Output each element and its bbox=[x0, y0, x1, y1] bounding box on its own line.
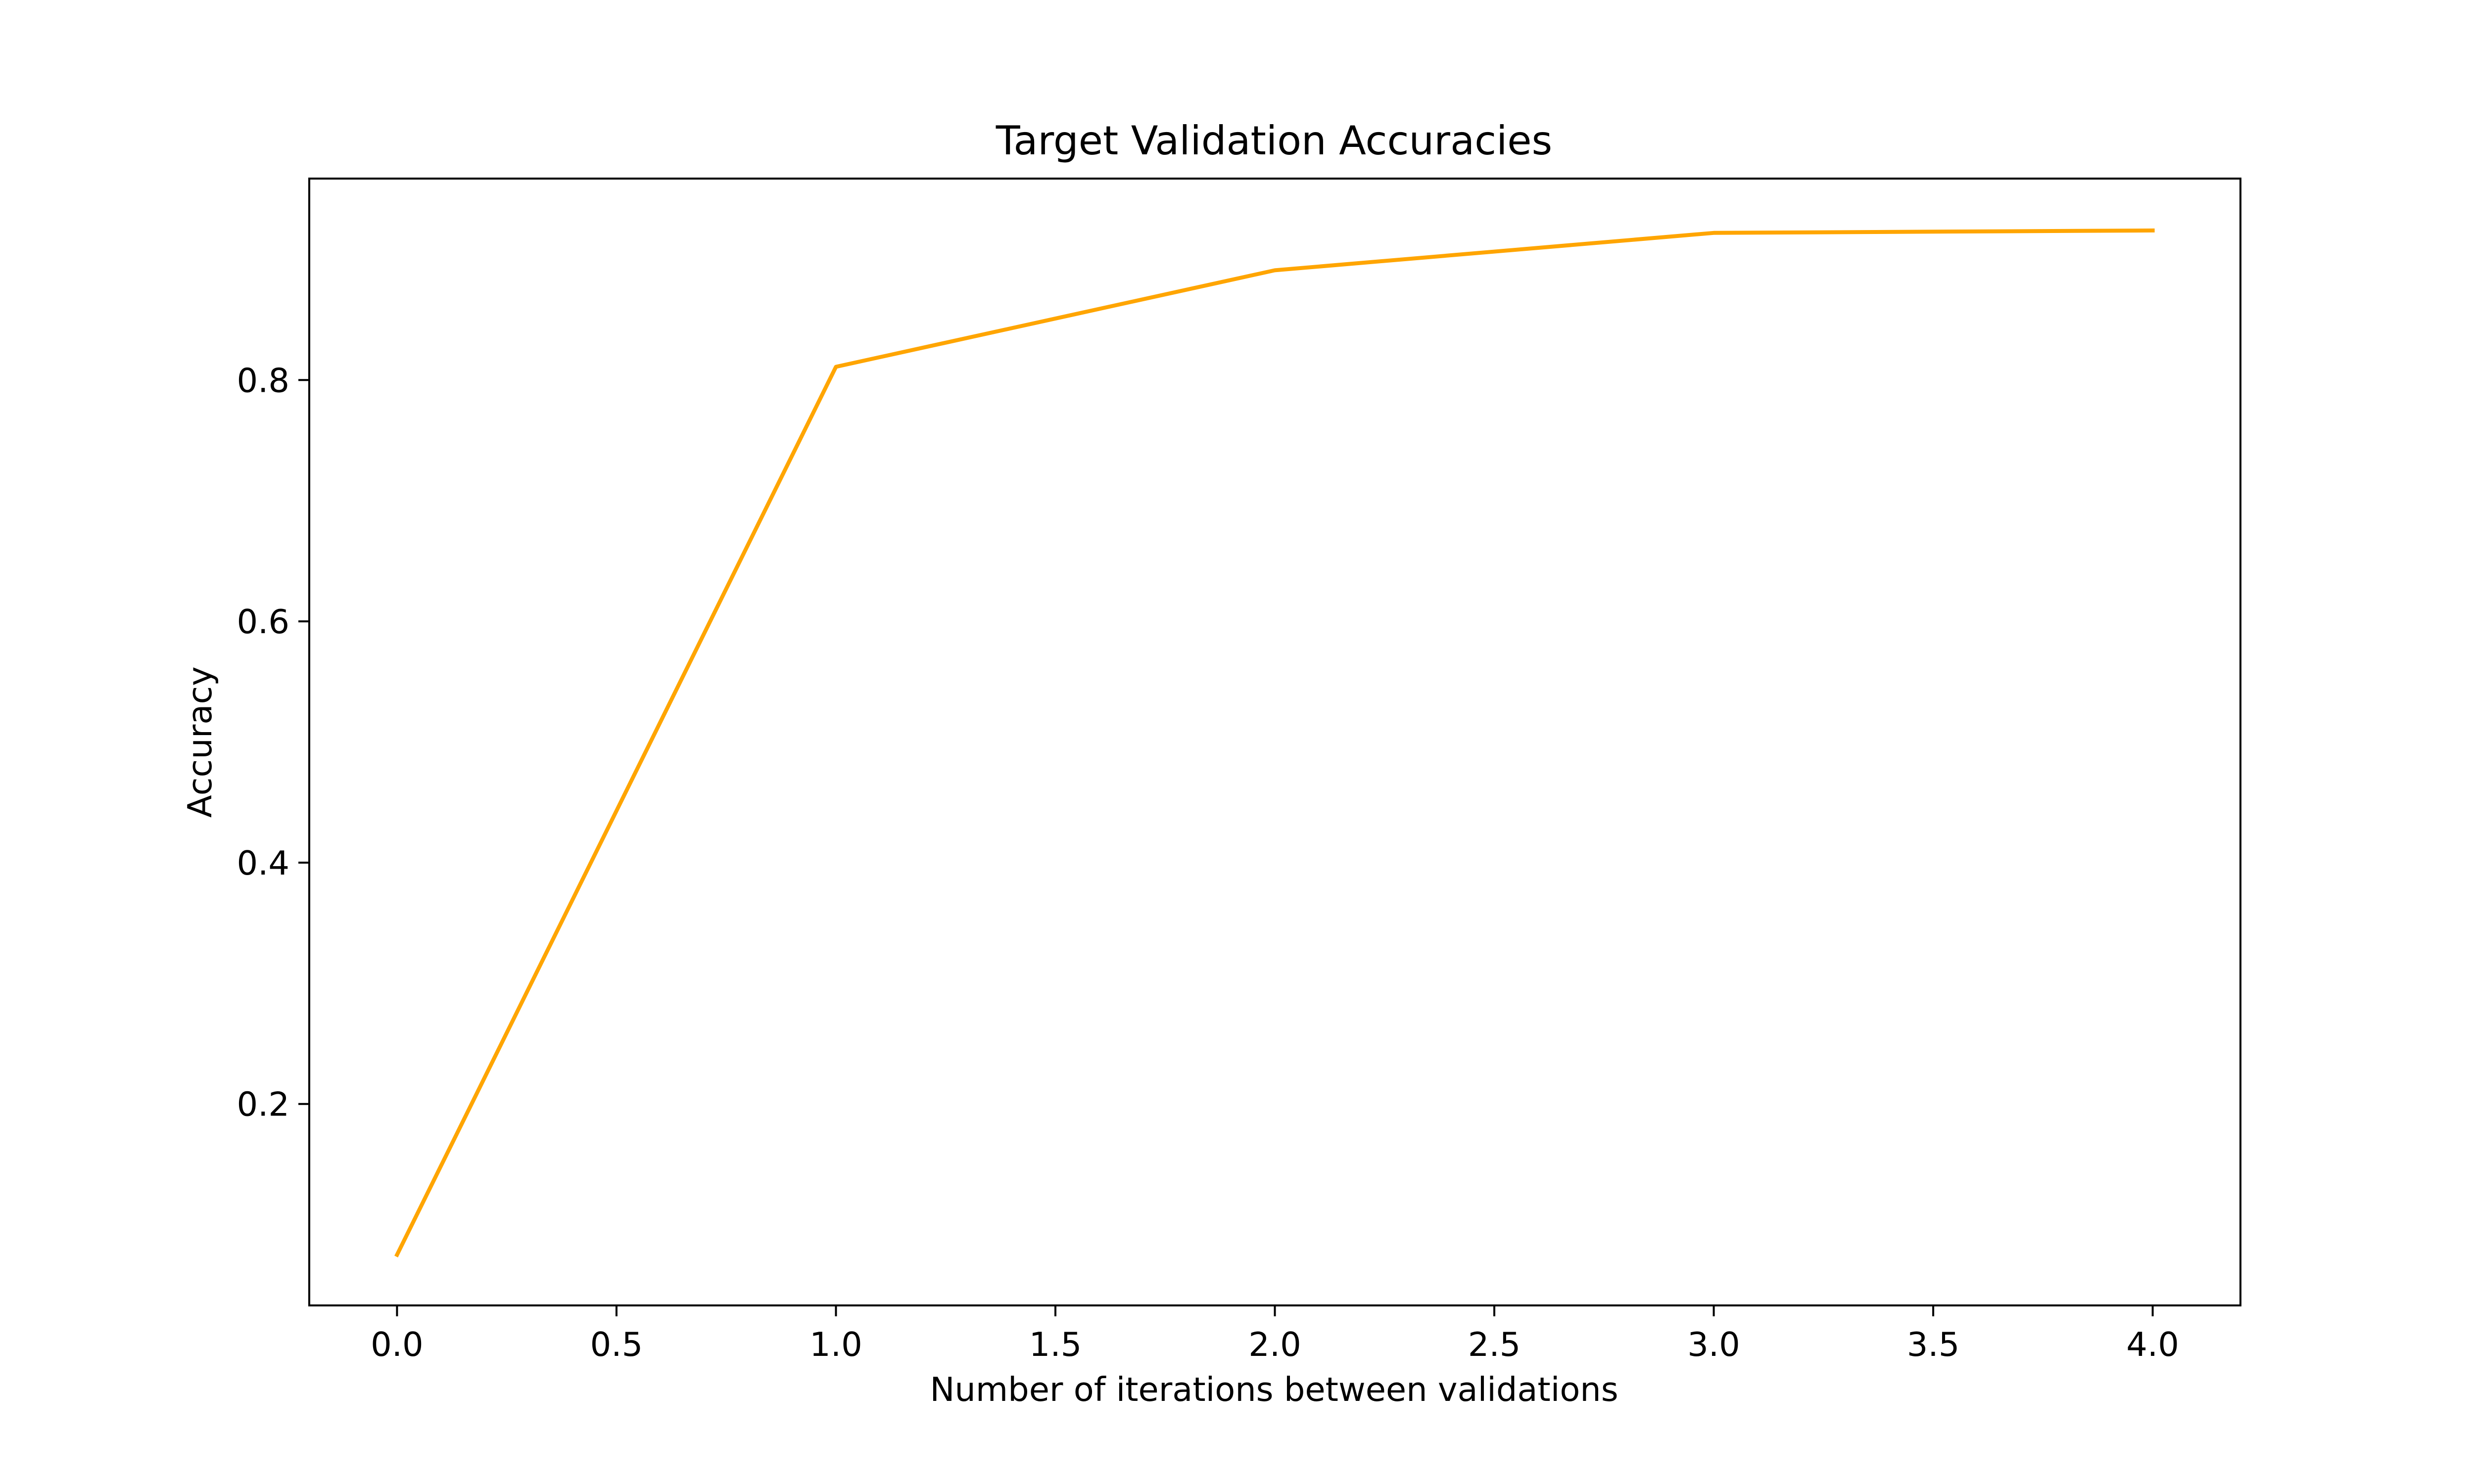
chart-title: Target Validation Accuracies bbox=[996, 118, 1552, 164]
x-axis-label: Number of iterations between validations bbox=[930, 1370, 1618, 1409]
y-tick-label: 0.8 bbox=[237, 361, 289, 400]
x-tick-label: 0.0 bbox=[371, 1325, 424, 1364]
series-line-0 bbox=[394, 228, 2155, 1257]
x-tick-label: 3.5 bbox=[1907, 1325, 1960, 1364]
x-tick-label: 1.0 bbox=[809, 1325, 862, 1364]
x-tick-label: 0.5 bbox=[590, 1325, 643, 1364]
x-tick-label: 2.0 bbox=[1248, 1325, 1301, 1364]
x-tick-label: 3.0 bbox=[1687, 1325, 1740, 1364]
x-tick-label: 4.0 bbox=[2126, 1325, 2179, 1364]
y-tick-label: 0.4 bbox=[237, 844, 289, 882]
x-tick-label: 1.5 bbox=[1029, 1325, 1082, 1364]
y-axis-label: Accuracy bbox=[181, 666, 219, 818]
y-tick-label: 0.6 bbox=[237, 603, 289, 641]
series-layer bbox=[394, 228, 2155, 1257]
y-tick-label: 0.2 bbox=[237, 1085, 289, 1124]
x-tick-label: 2.5 bbox=[1468, 1325, 1521, 1364]
x-axis-ticks: 0.0 0.5 1.0 1.5 2.0 2.5 3.0 3.5 4.0 bbox=[371, 1305, 2179, 1364]
y-axis-ticks: 0.2 0.4 0.6 0.8 bbox=[237, 361, 309, 1124]
